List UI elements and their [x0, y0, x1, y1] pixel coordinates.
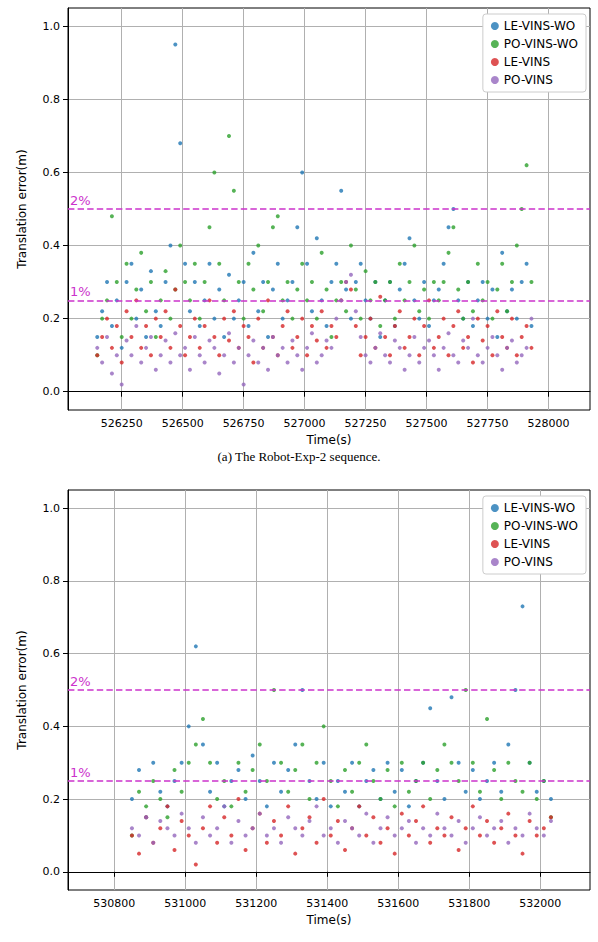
svg-text:527500: 527500 [406, 417, 448, 430]
svg-text:0.8: 0.8 [43, 93, 61, 106]
svg-text:0.4: 0.4 [43, 720, 61, 733]
svg-text:Time(s): Time(s) [306, 433, 352, 447]
svg-text:531200: 531200 [235, 897, 277, 910]
svg-text:2%: 2% [70, 674, 91, 689]
svg-text:531600: 531600 [377, 897, 419, 910]
svg-text:527000: 527000 [284, 417, 326, 430]
svg-text:LE-VINS: LE-VINS [504, 537, 550, 551]
svg-text:1.0: 1.0 [43, 20, 61, 33]
svg-text:0.8: 0.8 [43, 574, 61, 587]
svg-text:530800: 530800 [93, 897, 135, 910]
svg-text:528000: 528000 [528, 417, 570, 430]
svg-text:532000: 532000 [519, 897, 561, 910]
svg-text:526750: 526750 [223, 417, 265, 430]
svg-text:0.6: 0.6 [43, 647, 61, 660]
svg-text:1%: 1% [70, 284, 91, 299]
svg-text:PO-VINS: PO-VINS [504, 555, 553, 569]
svg-text:PO-VINS: PO-VINS [504, 73, 553, 87]
svg-text:1.0: 1.0 [43, 502, 61, 515]
svg-text:0.0: 0.0 [43, 385, 61, 398]
svg-text:LE-VINS-WO: LE-VINS-WO [504, 501, 575, 515]
svg-text:PO-VINS-WO: PO-VINS-WO [504, 519, 578, 533]
svg-text:0.2: 0.2 [43, 312, 61, 325]
svg-text:Time(s): Time(s) [306, 913, 352, 927]
svg-text:527750: 527750 [467, 417, 509, 430]
svg-text:0.0: 0.0 [43, 865, 61, 878]
svg-text:526250: 526250 [101, 417, 143, 430]
svg-text:1%: 1% [70, 765, 91, 780]
svg-text:0.2: 0.2 [43, 793, 61, 806]
svg-text:527250: 527250 [345, 417, 387, 430]
svg-text:531000: 531000 [164, 897, 206, 910]
svg-text:0.6: 0.6 [43, 166, 61, 179]
svg-text:531800: 531800 [448, 897, 490, 910]
svg-text:LE-VINS: LE-VINS [504, 55, 550, 69]
svg-text:Translation error(m): Translation error(m) [15, 630, 29, 750]
svg-text:PO-VINS-WO: PO-VINS-WO [504, 37, 578, 51]
svg-text:0.4: 0.4 [43, 239, 61, 252]
svg-text:LE-VINS-WO: LE-VINS-WO [504, 19, 575, 33]
svg-text:Translation error(m): Translation error(m) [15, 149, 29, 269]
svg-text:531400: 531400 [306, 897, 348, 910]
svg-text:526500: 526500 [162, 417, 204, 430]
svg-text:2%: 2% [70, 193, 91, 208]
svg-text:(a) The Robot-Exp-2 sequence.: (a) The Robot-Exp-2 sequence. [218, 449, 381, 464]
